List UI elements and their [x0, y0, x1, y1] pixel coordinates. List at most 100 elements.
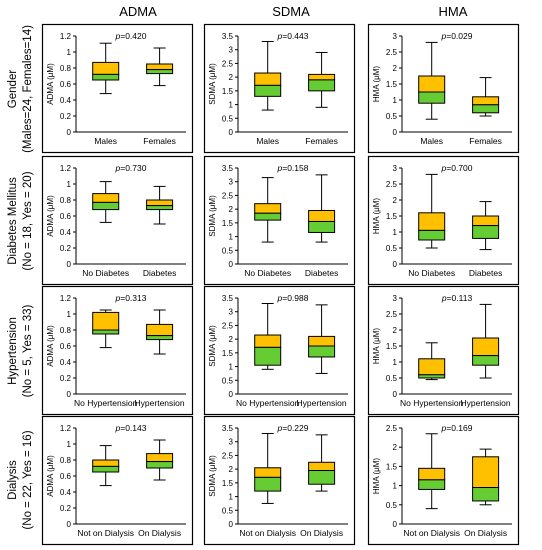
- p-value-label: p=0.700: [441, 163, 473, 173]
- x-category-label: Females: [469, 136, 502, 146]
- y-tick-label: 3: [393, 164, 398, 173]
- y-tick-label: 3.5: [222, 164, 234, 173]
- column-header-hma: HMA: [438, 4, 468, 19]
- box-upper-quartile: [472, 215, 500, 227]
- y-tick-label: 0.6: [60, 80, 72, 89]
- y-axis-label: HMA (μM): [372, 198, 381, 234]
- box-lower-quartile: [254, 346, 282, 366]
- x-category-label: Hypertension: [461, 398, 511, 408]
- box-upper-quartile: [92, 311, 120, 331]
- box-plot-panel: 0 0.2 0.4 0.6 0.8 1 1.2 ADMA (μM) p=0.313 No Hype…: [41, 285, 194, 416]
- x-category-label: No Diabetes: [408, 268, 455, 278]
- y-axis-label: ADMA (μM): [46, 195, 55, 237]
- y-tick-label: 3: [229, 46, 234, 55]
- y-axis-label: ADMA (μM): [46, 325, 55, 367]
- y-tick-label: 2.5: [222, 191, 234, 200]
- y-tick-label: 1.2: [60, 164, 72, 173]
- y-tick-label: 1: [229, 493, 234, 502]
- y-axis-label: SDMA (μM): [208, 63, 217, 105]
- y-tick-label: 2.5: [386, 48, 398, 57]
- box-lower-quartile: [92, 201, 120, 211]
- y-tick-label: 2: [229, 465, 234, 474]
- box-lower-quartile: [308, 79, 336, 92]
- x-category-label: No Hypertension: [236, 398, 300, 408]
- y-tick-label: 1.5: [222, 349, 234, 358]
- y-tick-label: 1.5: [386, 80, 398, 89]
- box-upper-quartile: [418, 75, 446, 93]
- y-tick-label: 2: [393, 196, 398, 205]
- y-tick-label: 1: [393, 482, 398, 491]
- x-category-label: On Dialysis: [464, 528, 507, 538]
- y-tick-label: 0.5: [222, 376, 234, 385]
- box-upper-quartile: [146, 453, 174, 463]
- y-tick-label: 2.5: [222, 321, 234, 330]
- y-tick-label: 1.2: [60, 424, 72, 433]
- y-tick-label: 2: [229, 205, 234, 214]
- y-axis-label: HMA (μM): [372, 328, 381, 364]
- box-plot-panel: 0 0.5 1 1.5 2 2.5 3 3.5 SDMA (μM) p=0.988 No Hyper…: [203, 285, 356, 416]
- box-upper-quartile: [254, 467, 282, 478]
- box-lower-quartile: [146, 69, 174, 75]
- p-value-label: p=0.229: [277, 423, 309, 433]
- y-tick-label: 3: [229, 438, 234, 447]
- y-tick-label: 2: [393, 443, 398, 452]
- y-axis-label: HMA (μM): [372, 66, 381, 102]
- x-category-label: Females: [143, 136, 176, 146]
- y-tick-label: 0: [393, 128, 398, 137]
- y-tick-label: 0: [67, 128, 72, 137]
- y-tick-label: 0: [67, 260, 72, 269]
- x-category-label: Not on Dialysis: [403, 528, 460, 538]
- box-upper-quartile: [254, 203, 282, 214]
- box-plot-panel: 0 0.5 1 1.5 2 2.5 HMA (μM) p=0.169 Not on Dialys…: [367, 415, 520, 546]
- y-tick-label: 0: [67, 390, 72, 399]
- box-lower-quartile: [418, 479, 446, 490]
- box-plot-panel: 0 0.2 0.4 0.6 0.8 1 1.2 ADMA (μM) p=0.143 Not on …: [41, 415, 194, 546]
- y-tick-label: 0: [393, 260, 398, 269]
- p-value-label: p=0.988: [277, 293, 309, 303]
- x-category-label: No Diabetes: [82, 268, 129, 278]
- y-tick-label: 0.2: [60, 112, 72, 121]
- y-tick-label: 0.8: [60, 456, 72, 465]
- x-category-label: Diabetes: [143, 268, 177, 278]
- box-lower-quartile: [472, 104, 500, 114]
- box-lower-quartile: [418, 229, 446, 241]
- y-tick-label: 2.5: [386, 180, 398, 189]
- box-plot-panel: 0 0.5 1 1.5 2 2.5 3 3.5 SDMA (μM) p=0.158 No Diabe…: [203, 155, 356, 286]
- x-category-label: On Dialysis: [138, 528, 181, 538]
- panel-frame: [367, 285, 520, 416]
- y-tick-label: 1: [229, 101, 234, 110]
- box-upper-quartile: [92, 61, 120, 75]
- box-lower-quartile: [254, 84, 282, 97]
- y-tick-label: 1: [67, 180, 72, 189]
- y-tick-label: 0: [229, 520, 234, 529]
- box-upper-quartile: [472, 96, 500, 106]
- p-value-label: p=0.158: [277, 163, 309, 173]
- box-upper-quartile: [418, 467, 446, 481]
- box-lower-quartile: [92, 329, 120, 335]
- y-tick-label: 1: [229, 363, 234, 372]
- box-plot-panel: 0 0.2 0.4 0.6 0.8 1 1.2 ADMA (μM) p=0.730 No Diab…: [41, 155, 194, 286]
- box-upper-quartile: [418, 212, 446, 231]
- box-lower-quartile: [472, 487, 500, 502]
- x-category-label: Females: [305, 136, 338, 146]
- box-upper-quartile: [92, 193, 120, 203]
- y-tick-label: 0.6: [60, 212, 72, 221]
- y-tick-label: 0.4: [60, 358, 72, 367]
- box-upper-quartile: [308, 335, 336, 347]
- y-tick-label: 3.5: [222, 32, 234, 41]
- y-tick-label: 0.5: [222, 246, 234, 255]
- panel-frame: [41, 23, 194, 154]
- panel-frame: [41, 415, 194, 546]
- box-plot-panel: 0 0.5 1 1.5 2 2.5 3 3.5 SDMA (μM) p=0.229 Not on D…: [203, 415, 356, 546]
- box-upper-quartile: [308, 461, 336, 472]
- y-tick-label: 1: [67, 440, 72, 449]
- box-upper-quartile: [146, 63, 174, 71]
- y-tick-label: 0: [229, 260, 234, 269]
- y-tick-label: 1: [393, 228, 398, 237]
- y-tick-label: 1.2: [60, 32, 72, 41]
- y-tick-label: 1.5: [386, 342, 398, 351]
- p-value-label: p=0.029: [441, 31, 473, 41]
- y-tick-label: 0.2: [60, 374, 72, 383]
- box-lower-quartile: [92, 73, 120, 81]
- y-axis-label: ADMA (μM): [46, 63, 55, 105]
